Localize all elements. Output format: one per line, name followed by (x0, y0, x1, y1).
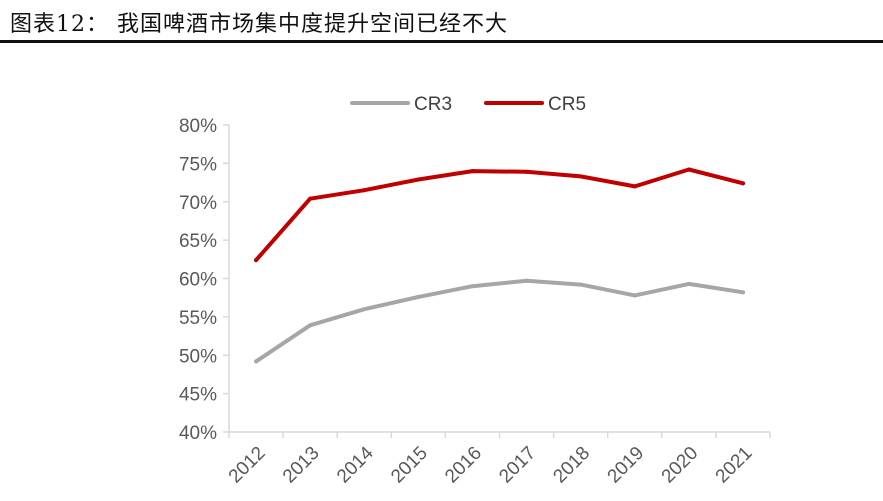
series-line-cr5 (254, 167, 745, 263)
data-point-cr5 (416, 177, 421, 182)
series-line-cr3 (254, 278, 745, 364)
y-tick-label: 55% (179, 308, 217, 329)
data-point-cr3 (416, 294, 421, 299)
data-point-cr3 (362, 307, 367, 312)
data-point-cr3 (524, 278, 529, 283)
data-point-cr3 (740, 290, 745, 295)
x-tick-label: 2012 (225, 443, 270, 488)
data-point-cr5 (470, 169, 475, 174)
x-tick-label: 2019 (604, 443, 649, 488)
data-point-cr5 (362, 188, 367, 193)
x-tick-label: 2018 (549, 443, 594, 488)
y-tick-label: 50% (179, 346, 217, 367)
y-tick-label: 40% (179, 423, 217, 444)
data-point-cr3 (686, 281, 691, 286)
x-tick-label: 2017 (495, 443, 540, 488)
data-point-cr3 (254, 359, 259, 364)
x-tick-label: 2020 (658, 443, 703, 488)
y-tick-label: 75% (179, 154, 217, 175)
x-tick-label: 2015 (387, 443, 432, 488)
data-point-cr3 (470, 284, 475, 289)
data-point-cr3 (578, 282, 583, 287)
legend-label-cr3: CR3 (414, 94, 452, 115)
data-point-cr5 (686, 167, 691, 172)
data-point-cr5 (254, 258, 259, 263)
y-tick-label: 70% (179, 193, 217, 214)
data-point-cr5 (740, 181, 745, 186)
legend-label-cr5: CR5 (548, 94, 586, 115)
data-point-cr3 (308, 323, 313, 328)
y-tick-label: 80% (179, 116, 217, 137)
data-point-cr5 (632, 184, 637, 189)
x-tick-label: 2016 (441, 443, 486, 488)
y-tick-label: 60% (179, 270, 217, 291)
data-point-cr3 (632, 293, 637, 298)
x-tick-label: 2014 (333, 442, 378, 487)
data-point-cr5 (578, 174, 583, 179)
data-point-cr5 (524, 169, 529, 174)
figure-title: 图表12： 我国啤酒市场集中度提升空间已经不大 (10, 12, 508, 37)
figure-header: 图表12： 我国啤酒市场集中度提升空间已经不大 (0, 0, 883, 46)
x-tick-label: 2021 (712, 443, 757, 488)
data-point-cr5 (308, 196, 313, 201)
y-tick-label: 65% (179, 231, 217, 252)
y-tick-label: 45% (179, 385, 217, 406)
title-underline (0, 40, 883, 43)
x-tick-label: 2013 (279, 443, 324, 488)
